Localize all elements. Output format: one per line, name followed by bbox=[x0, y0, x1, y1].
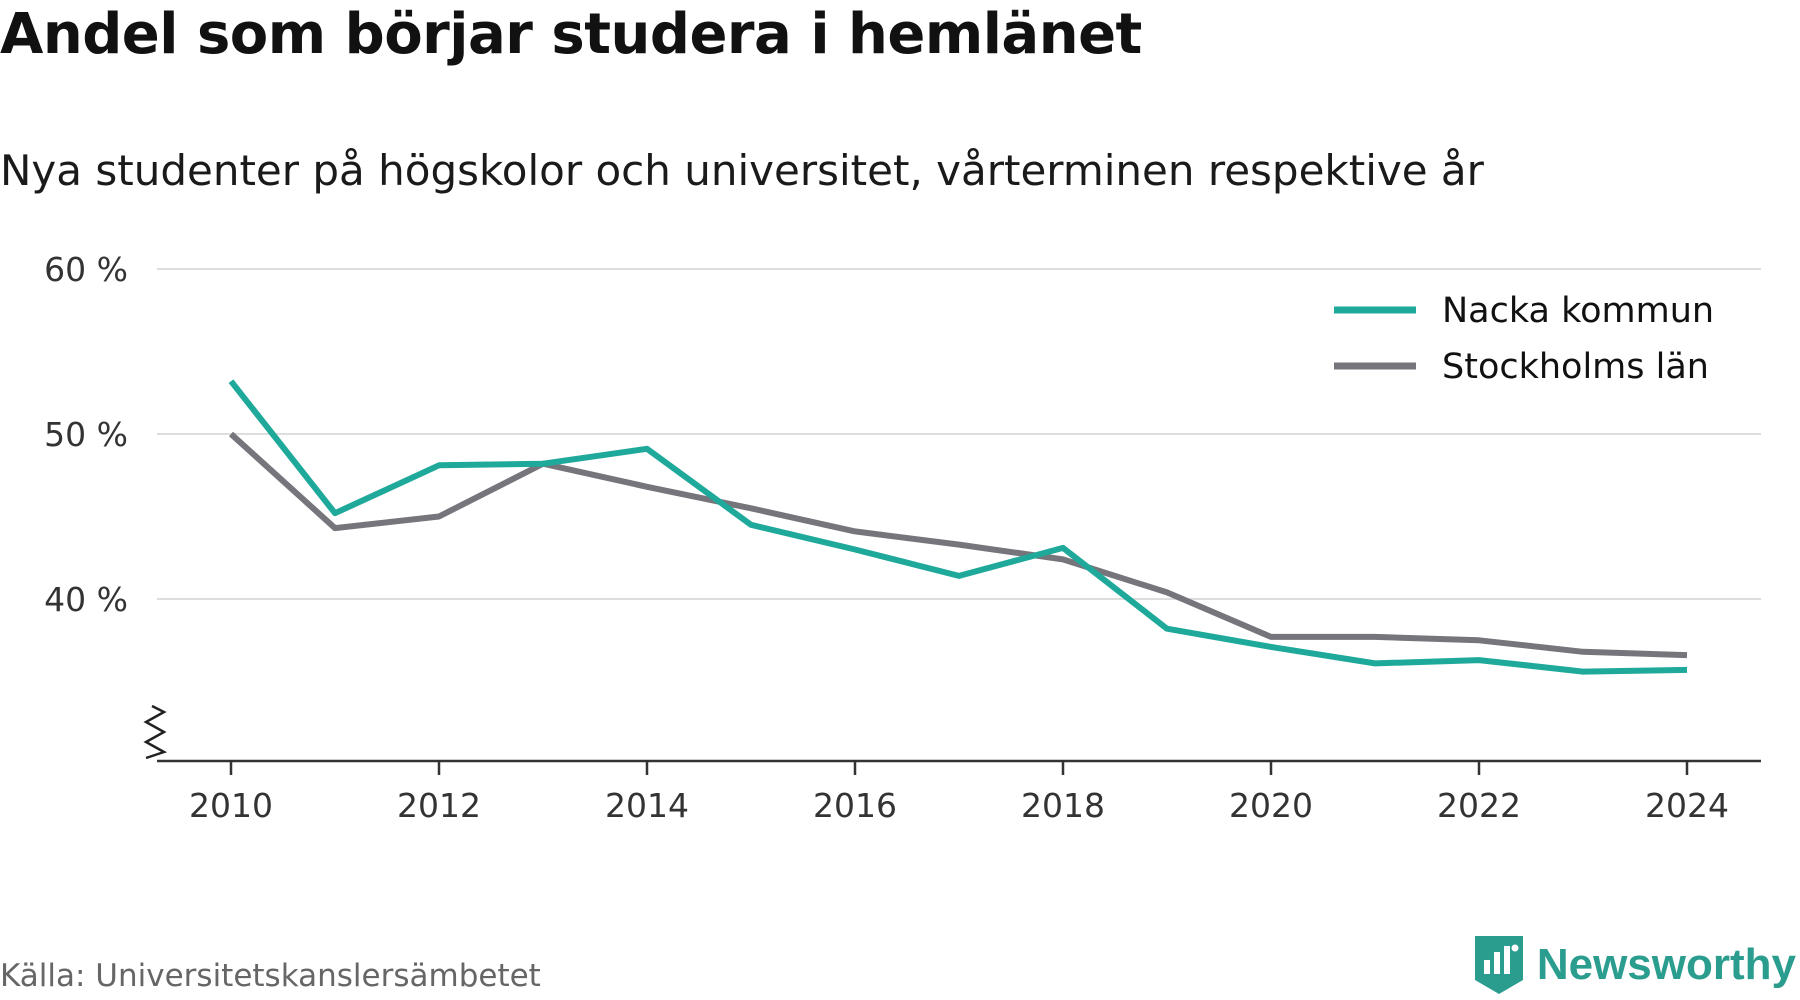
x-tick-label: 2018 bbox=[1021, 786, 1105, 825]
x-axis-ticks: 2010 2012 2014 2016 2018 2020 2022 2024 bbox=[189, 761, 1729, 825]
x-tick-label: 2022 bbox=[1437, 786, 1521, 825]
line-chart: 40 % 50 % 60 % 2010 2012 2014 2016 2018 2020 202… bbox=[44, 250, 1761, 825]
y-axis-ticks: 40 % 50 % 60 % bbox=[44, 250, 128, 619]
grid-lines bbox=[157, 268, 1761, 600]
newsworthy-logo-icon bbox=[1474, 936, 1523, 994]
x-tick-label: 2012 bbox=[397, 786, 481, 825]
x-tick-label: 2010 bbox=[189, 786, 273, 825]
series-lines bbox=[228, 379, 1688, 675]
chart-subtitle: Nya studenter på högskolor och universit… bbox=[0, 146, 1484, 195]
axis-break-icon bbox=[143, 704, 168, 760]
x-tick-label: 2024 bbox=[1645, 786, 1729, 825]
legend: Nacka kommun Stockholms län bbox=[1334, 291, 1714, 387]
legend-label: Nacka kommun bbox=[1442, 291, 1714, 331]
brand-logo: Newsworthy bbox=[1474, 936, 1796, 994]
series-line-stockholms-lan bbox=[228, 431, 1688, 659]
brand-name: Newsworthy bbox=[1536, 940, 1796, 989]
x-axis bbox=[143, 704, 1761, 763]
y-tick-label: 60 % bbox=[44, 250, 128, 289]
series-line-nacka-kommun bbox=[228, 379, 1688, 675]
x-tick-label: 2014 bbox=[605, 786, 689, 825]
chart-title: Andel som börjar studera i hemlänet bbox=[0, 2, 1142, 67]
y-tick-label: 50 % bbox=[44, 415, 128, 454]
legend-label: Stockholms län bbox=[1442, 347, 1709, 387]
y-tick-label: 40 % bbox=[44, 580, 128, 619]
x-tick-label: 2020 bbox=[1229, 786, 1313, 825]
x-tick-label: 2016 bbox=[813, 786, 897, 825]
source-note: Källa: Universitetskanslersämbetet bbox=[0, 958, 541, 994]
